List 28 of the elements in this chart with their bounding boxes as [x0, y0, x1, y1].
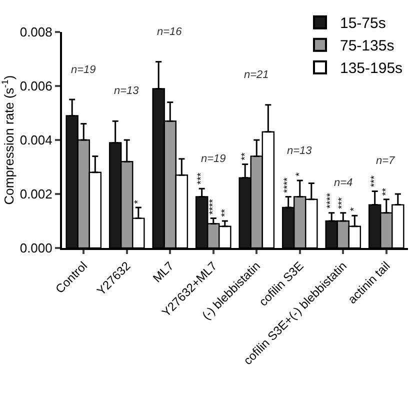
y-tick-label: 0.008 — [20, 24, 52, 40]
annotation: n=13 — [114, 85, 140, 97]
y-tick-label: 0.000 — [20, 240, 52, 256]
data-label: *** — [337, 197, 348, 210]
legend-label: 135-195s — [340, 60, 403, 78]
y-tick-label: 0.002 — [20, 186, 52, 202]
annotation: n=4 — [334, 177, 353, 189]
y-tick-label: 0.004 — [20, 132, 52, 148]
legend-label: 75-135s — [340, 38, 394, 55]
data-label: ** — [220, 209, 231, 217]
data-label: * — [349, 207, 360, 212]
y-tick-label: 0.006 — [20, 78, 52, 94]
annotation: n=7 — [376, 155, 396, 167]
data-label: **** — [326, 192, 337, 208]
annotation: n=16 — [157, 26, 183, 38]
annotation: n=19 — [201, 153, 226, 165]
annotation: n=21 — [244, 69, 269, 81]
data-label: **** — [282, 177, 294, 194]
data-label: * — [294, 172, 306, 176]
data-label: *** — [196, 172, 208, 184]
data-label: * — [132, 200, 144, 204]
data-label: **** — [208, 199, 220, 215]
data-label: *** — [370, 175, 381, 188]
annotation: n=19 — [71, 64, 96, 76]
legend-label: 15-75s — [340, 15, 386, 32]
annotation: n=13 — [287, 145, 313, 157]
data-label: ** — [380, 188, 392, 196]
data-label: ** — [240, 152, 251, 160]
